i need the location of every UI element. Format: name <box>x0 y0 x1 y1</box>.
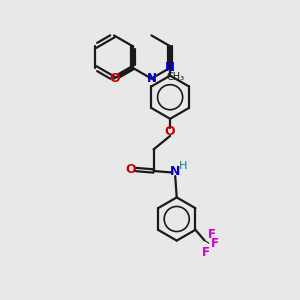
Text: N: N <box>146 72 156 85</box>
Text: O: O <box>125 163 136 176</box>
Text: O: O <box>110 72 120 85</box>
Text: F: F <box>211 237 219 250</box>
Text: F: F <box>208 228 216 241</box>
Text: CH₃: CH₃ <box>167 72 184 82</box>
Text: F: F <box>202 246 210 259</box>
Text: H: H <box>178 161 187 171</box>
Text: N: N <box>170 165 180 178</box>
Text: N: N <box>165 61 175 74</box>
Text: O: O <box>165 125 176 138</box>
